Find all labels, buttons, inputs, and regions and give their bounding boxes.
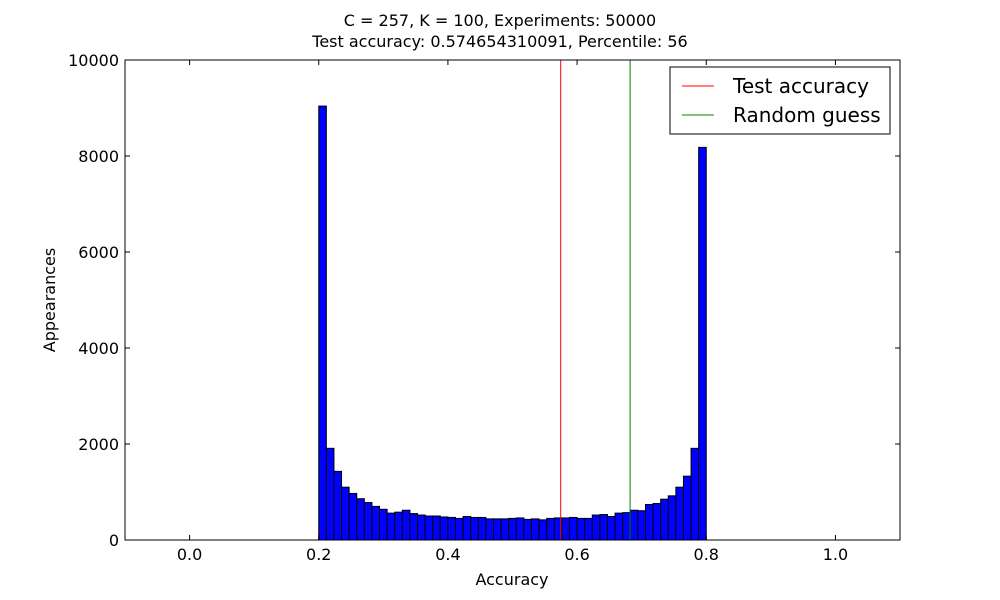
histogram-bar xyxy=(660,498,669,541)
legend-label-random-guess: Random guess xyxy=(733,103,881,127)
histogram-bar xyxy=(568,516,578,541)
histogram-bar xyxy=(606,515,616,541)
legend-label-test-accuracy: Test accuracy xyxy=(732,74,869,98)
x-tick-label: 0.2 xyxy=(306,545,331,564)
histogram-bar xyxy=(622,512,631,541)
histogram-bar xyxy=(432,515,441,541)
y-tick-label: 8000 xyxy=(78,147,119,166)
histogram-bar xyxy=(363,502,373,541)
histogram-bar xyxy=(333,470,343,541)
y-tick-label: 0 xyxy=(109,531,119,550)
histogram-bar xyxy=(439,516,449,541)
y-tick-label: 4000 xyxy=(78,339,119,358)
histogram-bar xyxy=(417,514,426,541)
legend: Test accuracy Random guess xyxy=(669,66,891,135)
histogram-bar xyxy=(576,517,586,541)
histogram-bar xyxy=(614,512,624,541)
histogram-bar xyxy=(394,511,403,541)
histogram-bar xyxy=(508,517,517,541)
histogram-bar xyxy=(538,519,548,541)
histogram-bar xyxy=(584,517,593,541)
histogram-bar xyxy=(500,518,510,541)
y-tick-label: 2000 xyxy=(78,435,119,454)
histogram-bar xyxy=(455,517,464,541)
histogram-bar xyxy=(644,503,654,541)
y-tick-label: 10000 xyxy=(68,51,119,70)
histogram-bar xyxy=(515,517,525,541)
histogram-bar xyxy=(629,509,639,541)
legend-frame xyxy=(669,66,891,135)
histogram-bar xyxy=(379,508,388,541)
histogram-bar xyxy=(424,515,434,541)
histogram-bar xyxy=(401,509,411,541)
histogram-bar xyxy=(318,105,327,541)
histogram-bar xyxy=(447,516,457,541)
x-tick-label: 0.6 xyxy=(564,545,589,564)
histogram-bar xyxy=(470,516,479,541)
histogram-bar xyxy=(325,447,335,541)
histogram-bar xyxy=(485,518,495,541)
histogram-bar xyxy=(637,510,646,541)
histogram-bar xyxy=(690,447,700,541)
histogram-bar xyxy=(546,517,555,541)
histogram-bar xyxy=(348,492,358,541)
chart-title-line2: Test accuracy: 0.574654310091, Percentil… xyxy=(311,32,687,51)
histogram-bar xyxy=(371,505,381,541)
y-axis-ticks: 0 2000 4000 6000 8000 10000 xyxy=(68,51,900,550)
plot-area-frame xyxy=(124,59,901,541)
x-tick-label: 0.0 xyxy=(177,545,202,564)
histogram-bar xyxy=(356,498,365,541)
y-tick-label: 6000 xyxy=(78,243,119,262)
histogram-bar xyxy=(462,515,472,541)
histogram-bar xyxy=(493,518,502,541)
x-axis-label: Accuracy xyxy=(475,570,548,589)
x-tick-label: 0.4 xyxy=(435,545,460,564)
chart-title-line1: C = 257, K = 100, Experiments: 50000 xyxy=(344,11,656,30)
histogram-bar xyxy=(530,518,540,541)
histogram-bar xyxy=(341,486,350,541)
x-tick-label: 1.0 xyxy=(823,545,848,564)
histogram-bar xyxy=(591,514,601,541)
histogram-bar xyxy=(599,514,608,541)
reference-lines-group xyxy=(560,60,631,540)
histogram-bar xyxy=(523,518,532,541)
histogram-bar xyxy=(675,486,684,541)
x-axis-ticks: 0.0 0.2 0.4 0.6 0.8 1.0 xyxy=(177,60,848,564)
bars-group xyxy=(318,105,707,541)
histogram-bar xyxy=(698,146,707,541)
histogram-bar xyxy=(652,503,662,541)
histogram-bar xyxy=(682,475,692,541)
histogram-bar xyxy=(561,517,570,541)
histogram-bar xyxy=(477,516,487,541)
histogram-bar xyxy=(409,513,419,541)
y-axis-label: Appearances xyxy=(40,248,59,352)
histogram-bar xyxy=(667,495,677,541)
x-tick-label: 0.8 xyxy=(694,545,719,564)
histogram-bar xyxy=(386,512,396,541)
